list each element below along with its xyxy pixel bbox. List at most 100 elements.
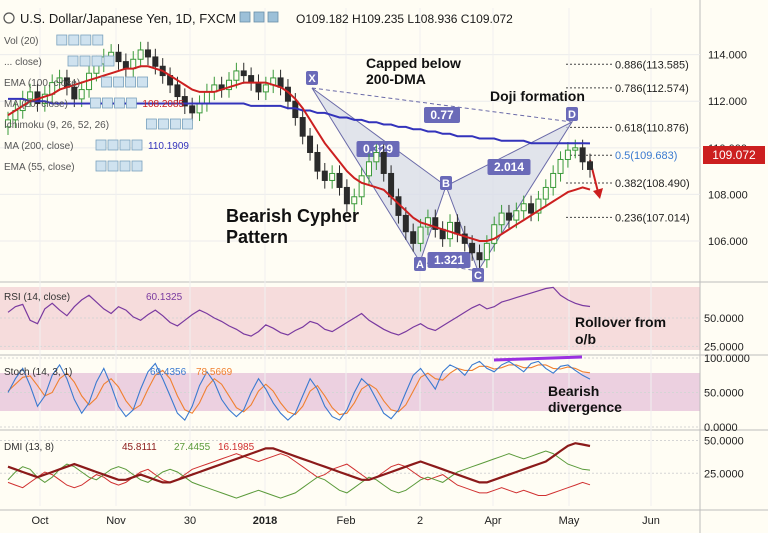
indicator-control-icon[interactable] — [67, 55, 79, 67]
eye-icon[interactable] — [253, 11, 265, 23]
divergence-annotation-line1: Bearish — [548, 383, 599, 399]
indicator-control-icon[interactable] — [79, 55, 91, 67]
pattern-xd-line — [311, 87, 573, 123]
candle — [513, 210, 520, 221]
point-X-bg — [306, 71, 318, 85]
point-B-label: B — [442, 178, 450, 190]
indicator-control-icon[interactable] — [102, 97, 113, 109]
candle — [557, 158, 564, 174]
rollover-annotation-line2: o/b — [575, 331, 596, 347]
settings-icon[interactable] — [239, 11, 251, 23]
candle — [27, 91, 34, 100]
pattern-title-line1: Bearish Cypher — [226, 206, 359, 226]
indicator-control-icon[interactable] — [125, 76, 136, 88]
indicator-control-icon[interactable] — [80, 34, 92, 46]
symbol-title: U.S. Dollar/Japanese Yen, 1D, FXCM — [20, 11, 236, 26]
indicator-control-icon[interactable] — [119, 160, 131, 172]
divergence-annotation-line2: divergence — [548, 399, 622, 415]
collapse-icon[interactable] — [3, 12, 15, 24]
indicator-control-icon[interactable] — [92, 34, 104, 46]
candle — [255, 82, 262, 93]
fib-label: 0.5(109.683) — [615, 150, 677, 162]
price-tick-label: 106.000 — [708, 236, 748, 248]
indicator-control-icon[interactable] — [131, 160, 143, 172]
pattern-bcd — [445, 120, 574, 273]
candle — [240, 70, 247, 77]
x-tick-label: May — [559, 515, 580, 527]
indicator-control-icon[interactable] — [107, 160, 119, 172]
bearish-arrow-head — [593, 188, 603, 199]
indicator-control-icon[interactable] — [126, 97, 137, 109]
x-tick-label: Jun — [642, 515, 660, 527]
ratio-ac-bg — [427, 252, 471, 268]
indicator-control-icon[interactable] — [68, 34, 80, 46]
indicator-control-icon[interactable] — [107, 139, 119, 151]
candle — [380, 151, 387, 174]
chart-header: U.S. Dollar/Japanese Yen, 1D, FXCM O109.… — [3, 11, 513, 26]
candle — [71, 86, 78, 100]
candle — [491, 224, 498, 244]
candle — [5, 119, 11, 128]
indicator-control-icon[interactable] — [90, 97, 101, 109]
indicator-control-icon[interactable] — [119, 139, 131, 151]
candle — [343, 186, 350, 205]
ratio-bd-bg — [487, 159, 531, 175]
point-C-label: C — [474, 270, 482, 282]
indicator-control-icon[interactable] — [114, 97, 125, 109]
candle — [351, 196, 358, 205]
candle — [174, 84, 181, 98]
indicator-control-icon[interactable] — [131, 139, 143, 151]
indicator-control-icon[interactable] — [91, 55, 103, 67]
ratio-xb-bg — [356, 141, 400, 157]
indicator-control-icon[interactable] — [103, 55, 115, 67]
indicator-control-icon[interactable] — [101, 76, 112, 88]
x-tick-label: Feb — [337, 515, 356, 527]
indicator-value: 110.1909 — [148, 141, 189, 152]
candle — [115, 51, 122, 63]
stoch-label: Stoch (14, 3, 1) 69.4356 78.5669 — [4, 367, 233, 378]
indicator-control-icon[interactable] — [137, 76, 149, 88]
indicator-control-icon[interactable] — [181, 118, 193, 130]
candle — [321, 170, 328, 181]
stoch-tick-label: 100.0000 — [704, 353, 750, 365]
ratio-xd: 0.77 — [430, 108, 454, 122]
point-A-label: A — [416, 259, 424, 271]
stoch-tick-label: 0.0000 — [704, 422, 738, 434]
indicator-label: EMA (100, close) — [4, 78, 80, 89]
current-price-tag: 109.072 — [703, 146, 765, 164]
indicator-control-icon[interactable] — [56, 34, 68, 46]
fib-label: 0.618(110.876) — [615, 122, 689, 134]
candle — [564, 149, 571, 160]
stoch-label-d: 78.5669 — [196, 367, 233, 378]
candle — [189, 105, 196, 114]
indicator-control-icon[interactable] — [95, 139, 107, 151]
rsi-tick-label: 25.0000 — [704, 341, 744, 353]
dmi-minus-line — [7, 453, 591, 496]
point-D-bg — [566, 107, 578, 121]
candle — [505, 212, 512, 221]
candle — [528, 203, 535, 214]
indicator-value: 108.2085 — [142, 99, 184, 110]
indicator-control-icon[interactable] — [145, 118, 157, 130]
indicator-control-icon[interactable] — [95, 160, 107, 172]
price-tick-label: 112.000 — [708, 96, 747, 108]
more-icon[interactable] — [267, 11, 279, 23]
candle — [402, 214, 409, 233]
x-tick-label: Nov — [106, 515, 126, 527]
rsi-label-text: RSI (14, close) — [4, 292, 70, 303]
dmi-label: DMI (13, 8) 45.8111 27.4455 16.1985 — [4, 442, 255, 453]
indicator-control-icon[interactable] — [157, 118, 169, 130]
dmi-label-plus: 27.4455 — [174, 442, 211, 453]
candle — [41, 93, 48, 105]
rollover-annotation-line1: Rollover from — [575, 314, 666, 330]
indicator-control-icon[interactable] — [113, 76, 124, 88]
candle — [579, 147, 586, 163]
candle — [329, 172, 336, 181]
indicator-label: MA (20, close) — [4, 99, 68, 110]
indicator-label: Vol (20) — [4, 36, 38, 47]
indicator-control-icon[interactable] — [169, 118, 181, 130]
candle — [299, 117, 306, 137]
